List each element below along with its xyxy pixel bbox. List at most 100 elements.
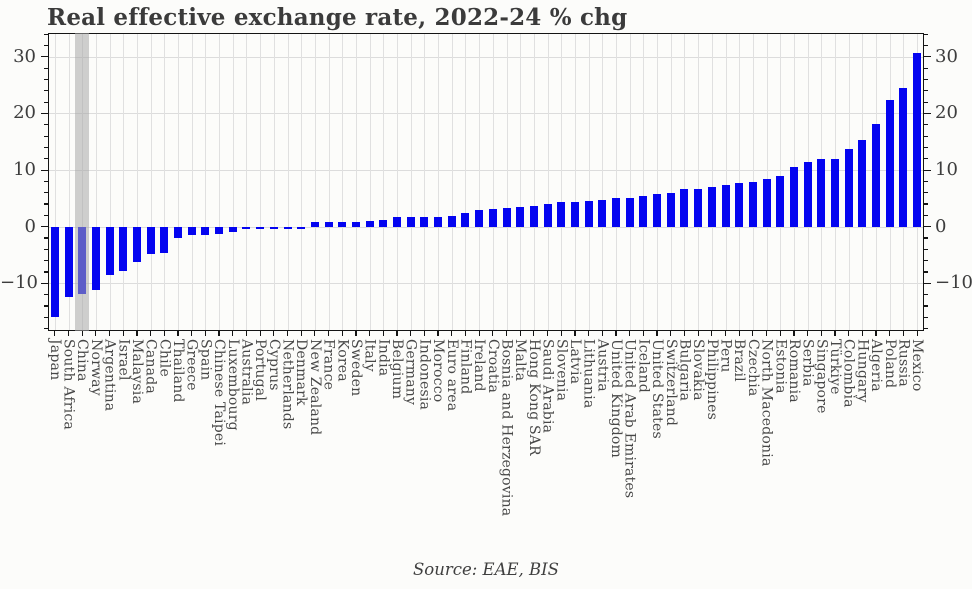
gridline-horizontal <box>49 56 923 58</box>
category-label-spain: Spain <box>197 339 214 381</box>
bar-latvia <box>570 201 579 227</box>
x-axis-tick <box>902 331 905 336</box>
bar-bulgaria <box>680 189 689 227</box>
bar-australia <box>242 226 251 230</box>
gridline-vertical <box>684 34 686 330</box>
gridline-vertical <box>260 34 262 330</box>
y-axis-minor-tick <box>44 90 48 92</box>
category-label-latvia: Latvia <box>566 339 583 385</box>
bar-cyprus <box>269 226 278 229</box>
gridline-vertical <box>54 34 56 330</box>
y-axis-tick-label-right: −10 <box>935 272 972 294</box>
gridline-vertical <box>492 34 494 330</box>
y-axis-minor-tick <box>924 237 928 239</box>
bar-slovenia <box>557 202 566 227</box>
bar-romania <box>789 166 798 227</box>
gridline-vertical <box>383 34 385 330</box>
category-label-iceland: Iceland <box>635 339 652 393</box>
category-label-slovakia: Slovakia <box>690 339 707 401</box>
y-axis-major-tick <box>41 56 48 58</box>
y-axis-minor-tick <box>924 192 928 194</box>
category-label-sweden: Sweden <box>347 339 364 397</box>
y-axis-minor-tick <box>44 33 48 35</box>
gridline-vertical <box>533 34 535 330</box>
bar-thailand <box>174 226 183 239</box>
gridline-vertical <box>273 34 275 330</box>
bar-sweden <box>351 221 360 227</box>
x-axis-tick <box>451 331 453 336</box>
y-axis-minor-tick <box>44 67 48 69</box>
bar-argentina <box>105 226 114 276</box>
bar-norway <box>91 226 100 290</box>
bar-hong-kong-sar <box>529 205 538 227</box>
y-axis-minor-tick <box>44 135 48 137</box>
x-axis-tick <box>779 331 781 336</box>
bar-serbia <box>803 162 812 227</box>
y-axis-minor-tick <box>44 316 48 318</box>
x-axis-tick <box>54 331 56 336</box>
y-axis-minor-tick <box>44 260 48 262</box>
y-axis-tick-label-right: 30 <box>935 45 958 67</box>
x-axis-tick <box>410 331 412 336</box>
bar-india <box>379 219 388 227</box>
bar-austria <box>598 200 607 227</box>
x-axis-tick <box>327 331 330 336</box>
gridline-vertical <box>602 34 604 330</box>
bar-chinese-taipei <box>215 226 224 235</box>
gridline-horizontal <box>49 226 923 228</box>
bar-belgium <box>393 217 402 227</box>
y-axis-minor-tick <box>924 260 928 262</box>
gridline-vertical <box>397 34 399 330</box>
y-axis-minor-tick <box>924 180 928 183</box>
category-label-slovenia: Slovenia <box>553 339 570 402</box>
gridline-vertical <box>629 34 631 330</box>
bar-south-africa <box>64 226 73 297</box>
y-axis-major-tick <box>924 112 931 115</box>
category-label-indonesia: Indonesia <box>416 339 433 411</box>
chart-title: Real effective exchange rate, 2022-24 % … <box>47 4 628 31</box>
bar-russia <box>899 87 908 227</box>
bar-denmark <box>297 226 306 229</box>
category-label-estonia: Estonia <box>772 339 789 394</box>
y-axis-tick-label-right: 0 <box>935 215 947 237</box>
category-label-algeria: Algeria <box>868 339 885 392</box>
gridline-vertical <box>698 34 700 330</box>
bar-ireland <box>475 209 484 227</box>
gridline-vertical <box>506 34 508 330</box>
y-axis-minor-tick <box>924 294 928 296</box>
category-label-switzerland: Switzerland <box>662 339 679 427</box>
category-label-france: France <box>320 339 337 391</box>
category-label-chile: Chile <box>156 339 173 377</box>
x-axis-tick <box>683 331 686 336</box>
y-axis-tick-label-left: −10 <box>0 272 38 294</box>
x-axis-tick <box>136 331 138 336</box>
gridline-vertical <box>314 34 316 330</box>
gridline-vertical <box>205 34 207 330</box>
category-label-czechia: Czechia <box>744 339 761 397</box>
category-label-morocco: Morocco <box>430 339 447 403</box>
category-label-croatia: Croatia <box>484 339 501 394</box>
y-axis-minor-tick <box>924 316 928 318</box>
y-axis-minor-tick <box>44 271 48 273</box>
y-axis-minor-tick <box>44 294 48 296</box>
bar-chile <box>160 226 169 253</box>
bar-bosnia-and-herzegovina <box>502 208 511 227</box>
bar-poland <box>885 100 894 227</box>
bar-luxembourg <box>228 226 237 232</box>
gridline-vertical <box>574 34 576 330</box>
bar-philippines <box>707 187 716 227</box>
bar-korea <box>338 221 347 227</box>
gridline-vertical <box>547 34 549 330</box>
x-axis-tick <box>505 331 508 336</box>
bar-colombia <box>844 148 853 227</box>
category-label-colombia: Colombia <box>840 339 857 408</box>
category-label-norway: Norway <box>87 339 104 396</box>
x-axis-tick <box>656 331 658 336</box>
gridline-vertical <box>301 34 303 330</box>
y-axis-minor-tick <box>924 271 928 273</box>
category-label-argentina: Argentina <box>101 339 118 412</box>
category-label-bulgaria: Bulgaria <box>676 339 693 402</box>
x-axis-tick <box>697 331 699 336</box>
bar-japan <box>50 226 59 318</box>
gridline-vertical <box>739 34 741 330</box>
